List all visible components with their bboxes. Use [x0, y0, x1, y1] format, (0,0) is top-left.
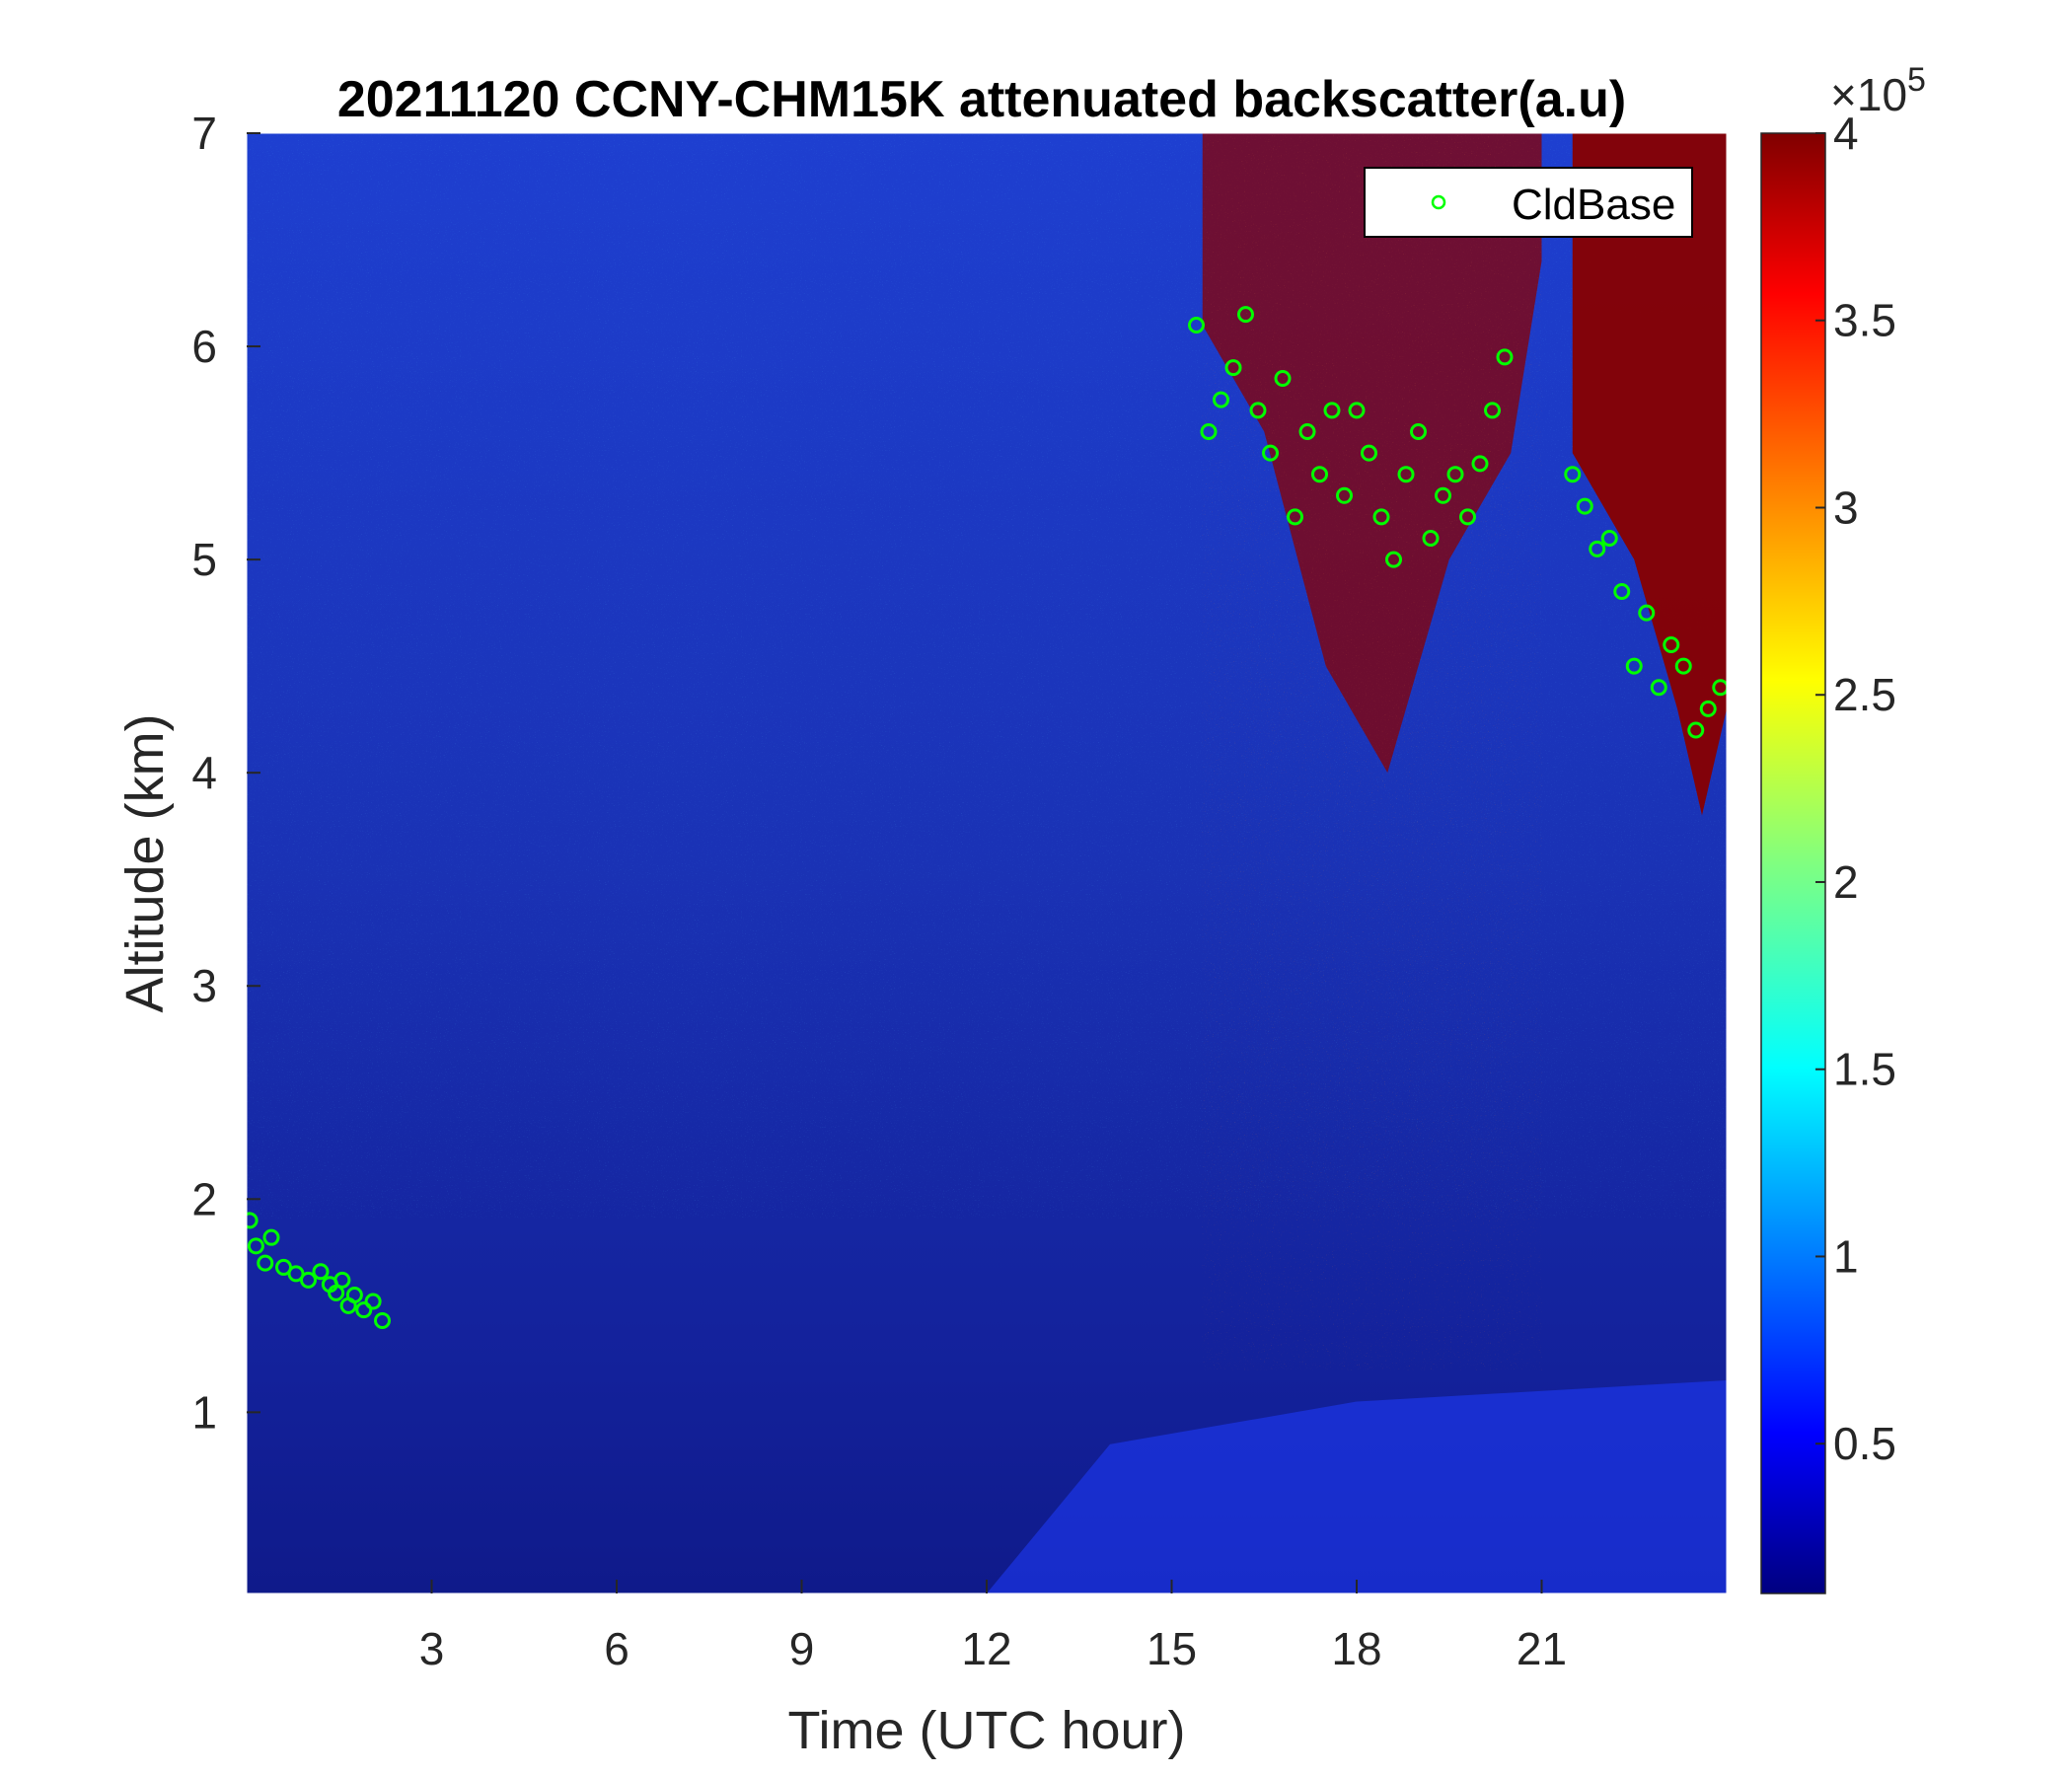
boundary-layer-band	[987, 1379, 1727, 1593]
cldbase-point	[1361, 444, 1377, 462]
y-tick-label: 4	[191, 747, 217, 798]
cldbase-point	[1471, 455, 1489, 473]
colorbar-gradient	[1760, 132, 1826, 1594]
cldbase-point	[1397, 466, 1415, 483]
cldbase-point	[1336, 486, 1353, 504]
y-tick-label: 6	[191, 321, 217, 372]
cldbase-point	[1589, 540, 1606, 557]
cldbase-point	[1274, 369, 1292, 387]
x-tick-label: 15	[1147, 1623, 1197, 1674]
colorbar-tick-label: 0.5	[1833, 1418, 1896, 1469]
cldbase-point	[1262, 444, 1279, 462]
colorbar-tick-label: 4	[1833, 108, 1859, 159]
cldbase-point	[1237, 306, 1254, 324]
cldbase-point	[1576, 497, 1593, 515]
cloud-speckle	[1202, 133, 1542, 1370]
cldbase-point	[345, 1287, 363, 1304]
cldbase-point	[275, 1258, 292, 1276]
cldbase-point	[333, 1271, 351, 1289]
cldbase-point	[1200, 422, 1218, 440]
colorbar-tick-label: 2	[1833, 856, 1859, 908]
cldbase-point	[287, 1265, 305, 1283]
cldbase-point	[1613, 583, 1631, 601]
cldbase-point	[1496, 348, 1514, 366]
cldbase-point	[1213, 391, 1229, 408]
x-tick-label: 21	[1517, 1623, 1567, 1674]
cldbase-point	[1638, 604, 1656, 622]
colorbar-tick-label: 3	[1833, 481, 1859, 533]
colorbar-tick-label: 3.5	[1833, 295, 1896, 346]
legend-marker-icon	[1431, 194, 1446, 210]
legend-box	[1364, 167, 1693, 238]
cldbase-point	[1674, 657, 1692, 675]
cldbase-point	[1712, 679, 1727, 697]
cldbase-point	[1224, 359, 1242, 377]
y-axis: 1 2 3 4 5 6 7	[191, 108, 260, 1438]
x-tick-label: 18	[1331, 1623, 1381, 1674]
colorbar-multiplier-exponent: 5	[1907, 61, 1926, 99]
legend: CldBase	[1364, 167, 1693, 238]
cldbase-point	[328, 1284, 345, 1301]
colorbar-tick-label: 1.5	[1833, 1044, 1896, 1095]
y-tick-label: 3	[191, 960, 217, 1011]
cldbase-point	[1564, 466, 1582, 483]
cldbase-point	[1372, 508, 1390, 526]
cldbase-point	[1484, 402, 1501, 419]
cldbase-point	[1625, 657, 1643, 675]
x-axis-label: Time (UTC hour)	[787, 1701, 1185, 1760]
cldbase-point	[1348, 402, 1366, 419]
cldbase-point	[312, 1263, 330, 1281]
colorbar-tick-label: 1	[1833, 1230, 1859, 1282]
colorbar-ticks: 0.5 1 1.5 2 2.5 3 3.5 4	[1815, 108, 1896, 1469]
chart-title: 20211120 CCNY-CHM15K attenuated backscat…	[337, 71, 1626, 128]
cldbase-point	[1446, 466, 1464, 483]
cldbase-point	[1287, 508, 1303, 526]
cldbase-point	[1650, 679, 1667, 697]
colorbar-multiplier: ×105	[1830, 61, 1926, 120]
y-tick-label: 1	[191, 1386, 217, 1438]
cldbase-point	[1298, 422, 1316, 440]
legend-entry-cldbase: CldBase	[1512, 181, 1675, 229]
cldbase-point	[374, 1311, 391, 1329]
cldbase-point	[1385, 551, 1402, 568]
cldbase-point	[262, 1228, 280, 1246]
cldbase-point	[1600, 530, 1618, 548]
y-tick-label: 2	[191, 1173, 217, 1224]
y-tick-label: 5	[191, 534, 217, 585]
y-axis-label: Altitude (km)	[115, 713, 175, 1012]
colorbar-multiplier-base: ×10	[1830, 69, 1907, 120]
y-tick-label: 7	[191, 108, 217, 159]
cldbase-point	[1311, 466, 1328, 483]
plot-area	[247, 133, 1727, 1593]
cldbase-point	[247, 1212, 259, 1229]
cldbase-point	[1663, 636, 1680, 654]
x-tick-label: 6	[604, 1623, 629, 1674]
cloud-region-2	[1572, 133, 1727, 816]
cldbase-point	[355, 1301, 373, 1319]
cldbase-point	[364, 1293, 382, 1310]
x-axis: 3 6 9 12 15 18 21	[419, 1580, 1567, 1674]
cldbase-point	[257, 1254, 274, 1272]
cldbase-point	[1435, 486, 1451, 504]
x-tick-label: 3	[419, 1623, 445, 1674]
cldbase-point	[1422, 530, 1440, 548]
colorbar-tick-label: 2.5	[1833, 669, 1896, 720]
cldbase-point	[1410, 422, 1427, 440]
cldbase-point	[1249, 402, 1267, 419]
cldbase-point	[300, 1271, 317, 1289]
x-tick-label: 12	[961, 1623, 1011, 1674]
cldbase-point	[1323, 402, 1341, 419]
cldbase-point	[247, 1237, 264, 1255]
cldbase-point	[1459, 508, 1476, 526]
x-tick-label: 9	[789, 1623, 815, 1674]
cldbase-point	[1687, 721, 1705, 739]
colorbar: 0.5 1 1.5 2 2.5 3 3.5 4 ×105	[1760, 61, 1926, 1594]
cldbase-point	[1188, 316, 1205, 333]
cloud-base-markers	[247, 306, 1727, 1329]
heatmap-features	[987, 133, 1727, 1593]
cldbase-point	[1699, 700, 1717, 717]
